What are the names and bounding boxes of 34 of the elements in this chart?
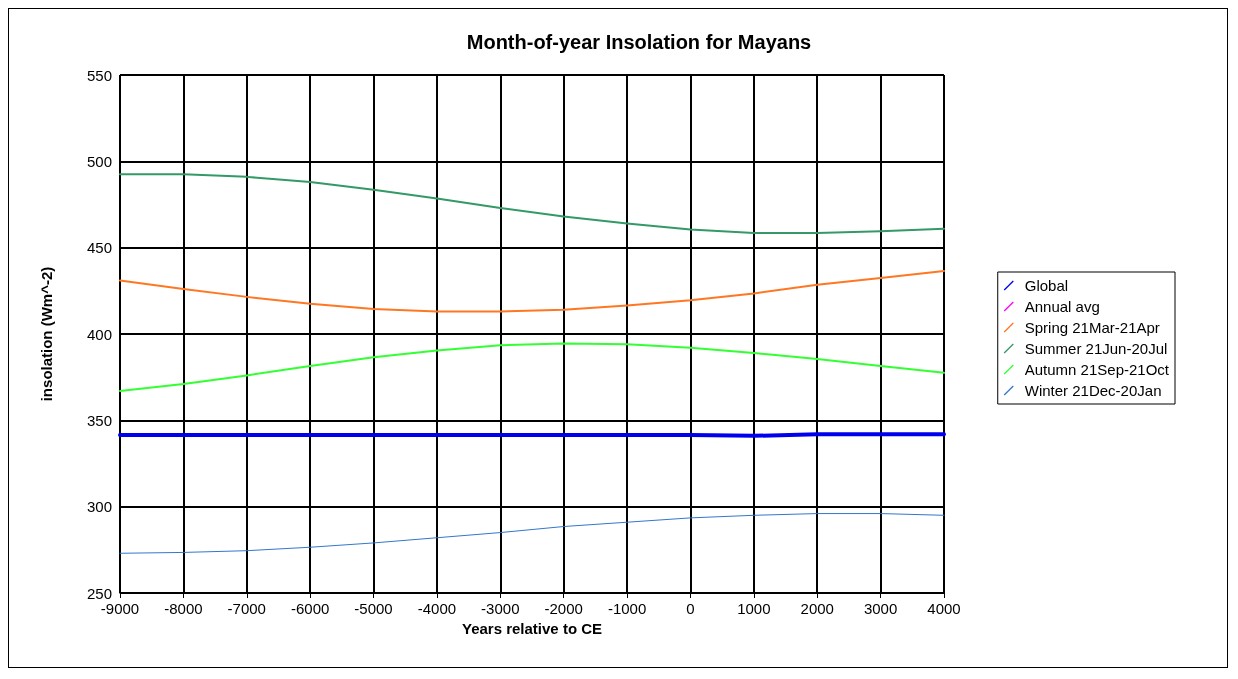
legend-label: Winter 21Dec-20Jan [1024,382,1162,399]
x-tick-label: 4000 [927,600,961,617]
y-tick-label: 400 [86,325,112,343]
x-tick-label: 1000 [737,600,771,617]
line-series [119,269,945,313]
legend-label: Annual avg [1024,298,1100,315]
y-tick-label: 350 [86,411,112,429]
line-series [119,513,945,554]
x-tick-label: -3000 [481,600,520,617]
chart-title: Month-of-year Insolation for Mayans [466,31,812,53]
y-tick-label: 300 [86,498,112,516]
legend-label: Summer 21Jun-20Jul [1024,340,1168,357]
x-tick-label: -6000 [290,600,330,617]
x-tick-label: 3000 [863,600,898,617]
legend-label: Autumn 21Sep-21Oct [1024,361,1170,378]
x-tick-label: 0 [686,600,695,617]
y-tick-label: 550 [86,66,112,84]
x-tick-label: -1000 [607,600,647,617]
y-tick-label: 500 [86,152,112,170]
line-series [119,173,945,234]
legend-label: Spring 21Mar-21Apr [1024,319,1160,336]
x-tick-label: 2000 [800,600,834,617]
x-tick-label: -8000 [164,600,203,617]
x-tick-label: -5000 [354,600,393,617]
x-tick-label: -9000 [100,600,140,617]
line-series [119,342,945,392]
x-tick-label: -7000 [227,600,266,617]
y-tick-label: 250 [86,584,112,602]
legend-label: Global [1024,277,1069,294]
x-axis-title: Years relative to CE [461,620,603,637]
y-tick-label: 450 [86,239,112,257]
x-tick-label: -2000 [544,600,583,617]
x-tick-label: -4000 [417,600,457,617]
y-axis-title: insolation (Wm^-2) [38,266,55,402]
